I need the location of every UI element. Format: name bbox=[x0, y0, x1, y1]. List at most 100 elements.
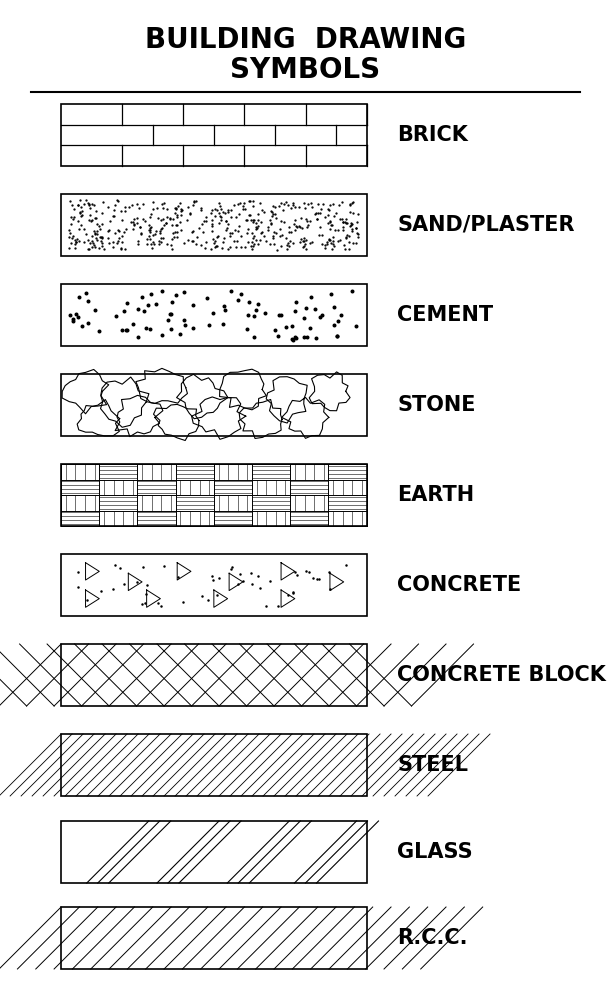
Point bbox=[238, 198, 247, 214]
Point bbox=[302, 213, 312, 229]
Text: SYMBOLS: SYMBOLS bbox=[230, 56, 381, 84]
Point bbox=[191, 236, 201, 252]
Point bbox=[137, 289, 147, 305]
Point bbox=[200, 240, 210, 256]
Point bbox=[300, 200, 310, 216]
Point bbox=[89, 223, 99, 239]
Point bbox=[312, 571, 321, 587]
Point bbox=[329, 299, 339, 315]
Point bbox=[90, 226, 100, 242]
Point bbox=[219, 230, 229, 246]
Point bbox=[148, 227, 158, 243]
Point bbox=[332, 222, 342, 238]
Point bbox=[245, 207, 255, 223]
Point bbox=[68, 313, 78, 329]
Point bbox=[117, 234, 127, 250]
Point bbox=[87, 196, 97, 212]
Point bbox=[121, 221, 131, 237]
Point bbox=[304, 564, 314, 580]
Point bbox=[281, 319, 291, 335]
Point bbox=[288, 584, 298, 600]
Point bbox=[78, 207, 87, 223]
Point bbox=[323, 201, 333, 217]
Point bbox=[145, 231, 155, 247]
Point bbox=[233, 292, 243, 308]
Point bbox=[249, 212, 259, 228]
Point bbox=[312, 205, 321, 221]
Point bbox=[347, 223, 357, 239]
Point bbox=[241, 201, 251, 217]
Point bbox=[152, 223, 161, 239]
Point bbox=[215, 208, 225, 224]
Point bbox=[251, 232, 260, 248]
Point bbox=[246, 212, 255, 228]
Point bbox=[253, 568, 263, 584]
Point bbox=[216, 209, 225, 225]
Point bbox=[337, 194, 347, 210]
Text: CEMENT: CEMENT bbox=[397, 305, 493, 325]
Point bbox=[111, 308, 121, 324]
Point bbox=[335, 232, 345, 248]
Point bbox=[117, 228, 127, 244]
Point bbox=[157, 196, 167, 212]
Point bbox=[161, 215, 171, 231]
Point bbox=[70, 240, 80, 256]
Point bbox=[187, 233, 197, 249]
Point bbox=[222, 216, 232, 232]
Point bbox=[176, 203, 186, 219]
Point bbox=[67, 197, 77, 213]
Point bbox=[218, 316, 228, 332]
Point bbox=[143, 297, 153, 313]
Point bbox=[216, 212, 225, 228]
Point bbox=[352, 225, 362, 241]
Point bbox=[113, 222, 123, 238]
Point bbox=[266, 216, 276, 232]
Point bbox=[234, 218, 244, 234]
Point bbox=[207, 216, 216, 232]
Point bbox=[233, 576, 243, 592]
Bar bbox=[61, 734, 367, 796]
Point bbox=[100, 241, 109, 257]
Point bbox=[66, 209, 76, 225]
Point bbox=[138, 559, 148, 575]
Point bbox=[296, 219, 306, 235]
Point bbox=[158, 200, 167, 216]
Point bbox=[138, 196, 148, 212]
Point bbox=[236, 286, 246, 302]
Point bbox=[81, 226, 91, 242]
Point bbox=[65, 307, 75, 323]
Point bbox=[279, 196, 288, 212]
Point bbox=[247, 225, 257, 241]
Point bbox=[255, 580, 265, 596]
Point bbox=[285, 233, 295, 249]
Point bbox=[290, 212, 300, 228]
Point bbox=[90, 225, 100, 241]
Text: CONCRETE: CONCRETE bbox=[397, 575, 521, 595]
Point bbox=[314, 571, 324, 587]
Point bbox=[110, 557, 120, 573]
Point bbox=[164, 312, 174, 328]
Point bbox=[175, 214, 185, 230]
Point bbox=[196, 237, 205, 253]
Point bbox=[227, 225, 236, 241]
Point bbox=[76, 199, 86, 215]
Point bbox=[71, 234, 81, 250]
Point bbox=[97, 229, 106, 245]
Point bbox=[70, 232, 79, 248]
Point bbox=[89, 237, 98, 253]
Point bbox=[112, 235, 122, 251]
Point bbox=[340, 241, 350, 257]
Point bbox=[260, 204, 269, 220]
Point bbox=[128, 197, 137, 213]
Point bbox=[79, 234, 89, 250]
Point bbox=[142, 577, 152, 593]
Point bbox=[344, 234, 354, 250]
Point bbox=[188, 233, 197, 249]
Point bbox=[284, 197, 293, 213]
Point bbox=[266, 208, 276, 224]
Point bbox=[230, 222, 240, 238]
Point bbox=[206, 205, 216, 221]
Point bbox=[207, 202, 217, 218]
Point bbox=[224, 241, 233, 257]
Point bbox=[251, 302, 261, 318]
